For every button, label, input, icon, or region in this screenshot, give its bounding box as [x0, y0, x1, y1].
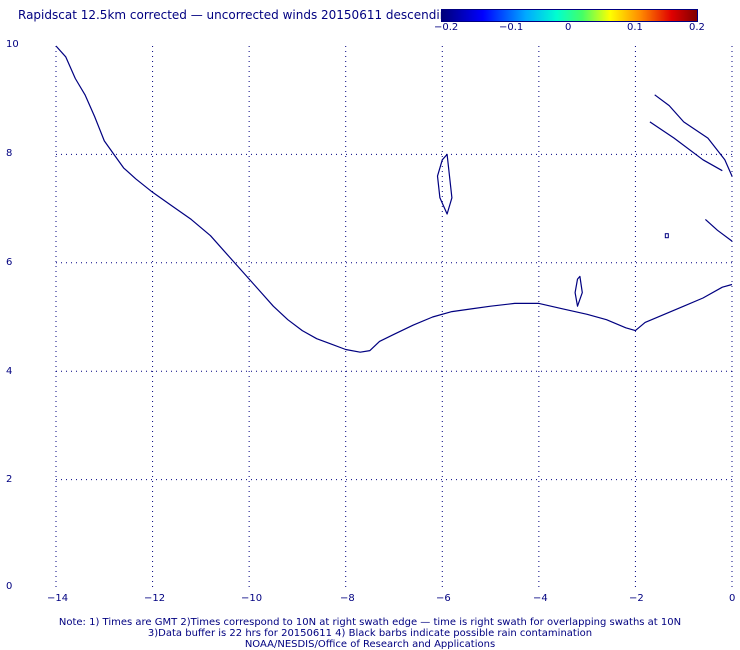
- x-tick-label: 0: [729, 593, 736, 604]
- colorbar-tick-label: 0.1: [627, 22, 643, 33]
- coastline-layer: [55, 45, 733, 353]
- river-line: [649, 121, 723, 172]
- colorbar-tick-label: 0.2: [689, 22, 705, 33]
- x-tick-label: −4: [533, 593, 548, 604]
- x-tick-label: −8: [340, 593, 355, 604]
- y-tick-label: 4: [6, 366, 13, 377]
- lake-outline: [574, 275, 583, 307]
- y-tick-label: 0: [6, 581, 13, 592]
- lake-outline: [436, 153, 453, 215]
- y-tick-label: 6: [6, 257, 13, 268]
- map-title: Rapidscat 12.5km corrected — uncorrected…: [18, 8, 455, 22]
- coastline: [55, 45, 733, 353]
- x-tick-label: −2: [629, 593, 644, 604]
- river-line: [654, 94, 733, 177]
- colorbar-tick-label: 0: [565, 22, 572, 33]
- colorbar-tick-label: −0.1: [499, 22, 524, 33]
- x-tick-label: −6: [436, 593, 451, 604]
- footnote-line: NOAA/NESDIS/Office of Research and Appli…: [244, 639, 496, 650]
- colorbar-tick-label: −0.2: [434, 22, 459, 33]
- x-tick-label: −12: [144, 593, 166, 604]
- islet-marker: [664, 233, 669, 239]
- y-tick-label: 8: [6, 148, 13, 159]
- y-tick-label: 10: [6, 39, 19, 50]
- river-line: [704, 218, 733, 242]
- footnote-line: 3)Data buffer is 22 hrs for 20150611 4) …: [147, 628, 593, 639]
- colorbar: [441, 9, 698, 22]
- x-tick-label: −14: [47, 593, 69, 604]
- y-tick-label: 2: [6, 474, 13, 485]
- x-tick-label: −10: [241, 593, 263, 604]
- footnote-line: Note: 1) Times are GMT 2)Times correspon…: [58, 617, 682, 628]
- graticule: [55, 46, 733, 588]
